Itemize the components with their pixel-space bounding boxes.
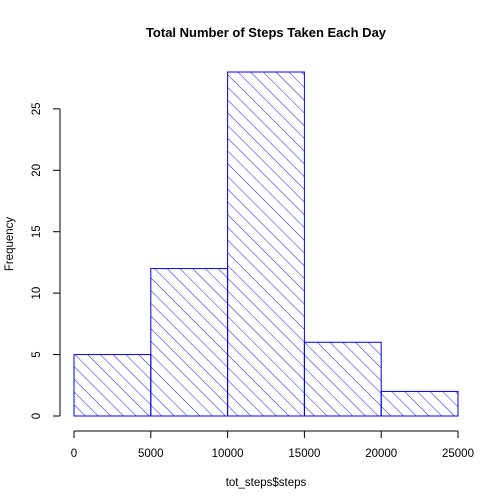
y-tick-label-2: 10 [31,287,43,300]
y-tick-label-1: 5 [31,351,43,357]
x-tick-label-4: 20000 [365,448,397,460]
x-tick-label-1: 5000 [138,448,164,460]
x-tick-label-3: 15000 [288,448,320,460]
y-tick-label-3: 15 [31,225,43,238]
y-ticks-group: 0 5 10 15 20 25 [31,102,60,419]
x-ticks-group: 0 5000 10000 15000 20000 25000 [71,431,474,460]
histogram-bar-2 [227,71,305,417]
x-axis-label: tot_steps$steps [226,477,307,489]
y-tick-label-4: 20 [31,164,43,177]
x-tick-label-2: 10000 [212,448,244,460]
y-tick-label-0: 0 [31,413,43,419]
chart-title: Total Number of Steps Taken Each Day [146,25,387,40]
x-tick-label-0: 0 [71,448,77,460]
x-tick-label-5: 25000 [442,448,474,460]
histogram-bar-3 [303,341,382,417]
y-axis-label: Frequency [4,217,16,272]
histogram-bar-1 [150,268,229,417]
y-tick-label-5: 25 [31,102,43,115]
bars-group [73,71,459,417]
histogram-bar-4 [380,390,459,417]
histogram-bar-0 [73,354,152,417]
